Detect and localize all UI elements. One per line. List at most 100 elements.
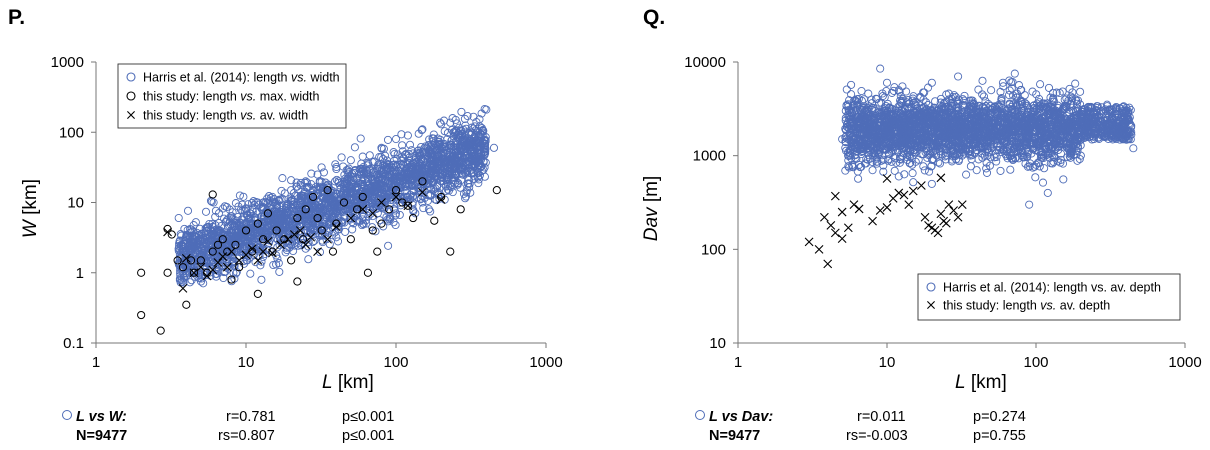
harris-point [906, 159, 915, 168]
harris-point [1067, 92, 1076, 101]
harris-point [178, 277, 187, 286]
circle-marker-point [403, 201, 412, 210]
legend-label: Harris et al. (2014): length vs. width [143, 71, 340, 85]
harris-point [934, 158, 943, 167]
harris-point [409, 205, 418, 214]
harris-point [434, 138, 443, 147]
harris-point [896, 96, 905, 105]
harris-point [273, 243, 282, 252]
harris-point [404, 170, 413, 179]
circle-marker-point [258, 235, 268, 244]
harris-point [376, 189, 385, 198]
circle-marker-point [253, 219, 262, 228]
series-this-study-x [163, 187, 446, 293]
harris-point [272, 260, 281, 269]
harris-point [391, 166, 400, 175]
x-marker-point [295, 226, 305, 235]
harris-point [185, 278, 195, 287]
harris-point [847, 80, 856, 89]
harris-point [294, 217, 303, 226]
harris-point [887, 88, 897, 97]
x-marker-point [268, 248, 277, 258]
harris-point [429, 185, 438, 194]
harris-point [1005, 90, 1014, 100]
circle-marker-point [163, 268, 172, 277]
harris-point [318, 198, 327, 207]
x-axis-label-var: L [955, 372, 966, 393]
harris-point [280, 189, 289, 198]
harris-point [389, 148, 398, 157]
harris-point [429, 165, 438, 174]
x-marker-point [391, 192, 401, 202]
circle-marker-point [287, 256, 296, 265]
harris-point [304, 203, 313, 212]
harris-point [257, 275, 266, 284]
harris-point [452, 119, 461, 128]
harris-point [307, 227, 316, 236]
harris-point [284, 205, 293, 214]
harris-point [287, 221, 296, 230]
harris-point [308, 218, 317, 227]
harris-point [404, 179, 413, 188]
harris-point [415, 151, 424, 160]
harris-point [191, 218, 200, 227]
harris-point [343, 166, 352, 175]
harris-point [1068, 94, 1077, 103]
harris-point [982, 168, 992, 177]
harris-point [1048, 159, 1057, 168]
harris-point [323, 219, 332, 228]
harris-point [1051, 144, 1060, 153]
x-marker-point [253, 255, 263, 265]
x-tick-label: 1000 [529, 354, 562, 371]
harris-point [465, 183, 474, 192]
harris-point [259, 232, 268, 241]
harris-point [280, 209, 289, 218]
y-tick-label: 10 [67, 195, 84, 212]
harris-point [253, 240, 262, 249]
harris-point [349, 189, 358, 198]
harris-point [476, 129, 485, 138]
harris-point [1076, 87, 1085, 96]
harris-point [413, 146, 422, 156]
circle-marker-point [385, 205, 394, 214]
harris-point [323, 214, 332, 223]
circle-marker-point [323, 186, 332, 195]
harris-point [326, 198, 335, 207]
harris-point [269, 198, 278, 207]
harris-point [390, 149, 399, 159]
harris-point [252, 207, 261, 216]
harris-point [469, 168, 478, 177]
harris-point [276, 225, 285, 234]
circle-marker-point [313, 213, 322, 223]
harris-point [997, 94, 1006, 103]
circle-marker-point [328, 247, 338, 256]
x-marker-point [358, 204, 368, 214]
harris-point [333, 237, 343, 246]
y-axis-label-unit: [km] [20, 179, 41, 220]
circle-marker-point [272, 226, 281, 235]
y-axis-label-var: W [20, 218, 41, 238]
harris-point [1049, 88, 1058, 97]
harris-point [268, 192, 277, 201]
harris-point [467, 140, 477, 149]
harris-point [346, 214, 355, 223]
harris-point [1059, 175, 1068, 184]
harris-point [937, 144, 946, 153]
x-axis-label-unit: [km] [966, 372, 1007, 393]
harris-point [314, 185, 323, 194]
harris-point [456, 183, 465, 192]
harris-point [443, 172, 452, 181]
circle-marker-point [208, 247, 217, 256]
x-axis-label: L [km] [322, 372, 374, 393]
harris-point [409, 186, 418, 195]
harris-point [231, 225, 240, 234]
legend-label: this study: length vs. max. width [143, 90, 320, 104]
panel-title: Q. [643, 6, 665, 29]
y-axis-label: W [km] [20, 179, 41, 238]
harris-point [369, 176, 378, 185]
harris-point [1039, 122, 1048, 131]
circle-marker-point [253, 289, 262, 298]
harris-point [864, 89, 873, 98]
